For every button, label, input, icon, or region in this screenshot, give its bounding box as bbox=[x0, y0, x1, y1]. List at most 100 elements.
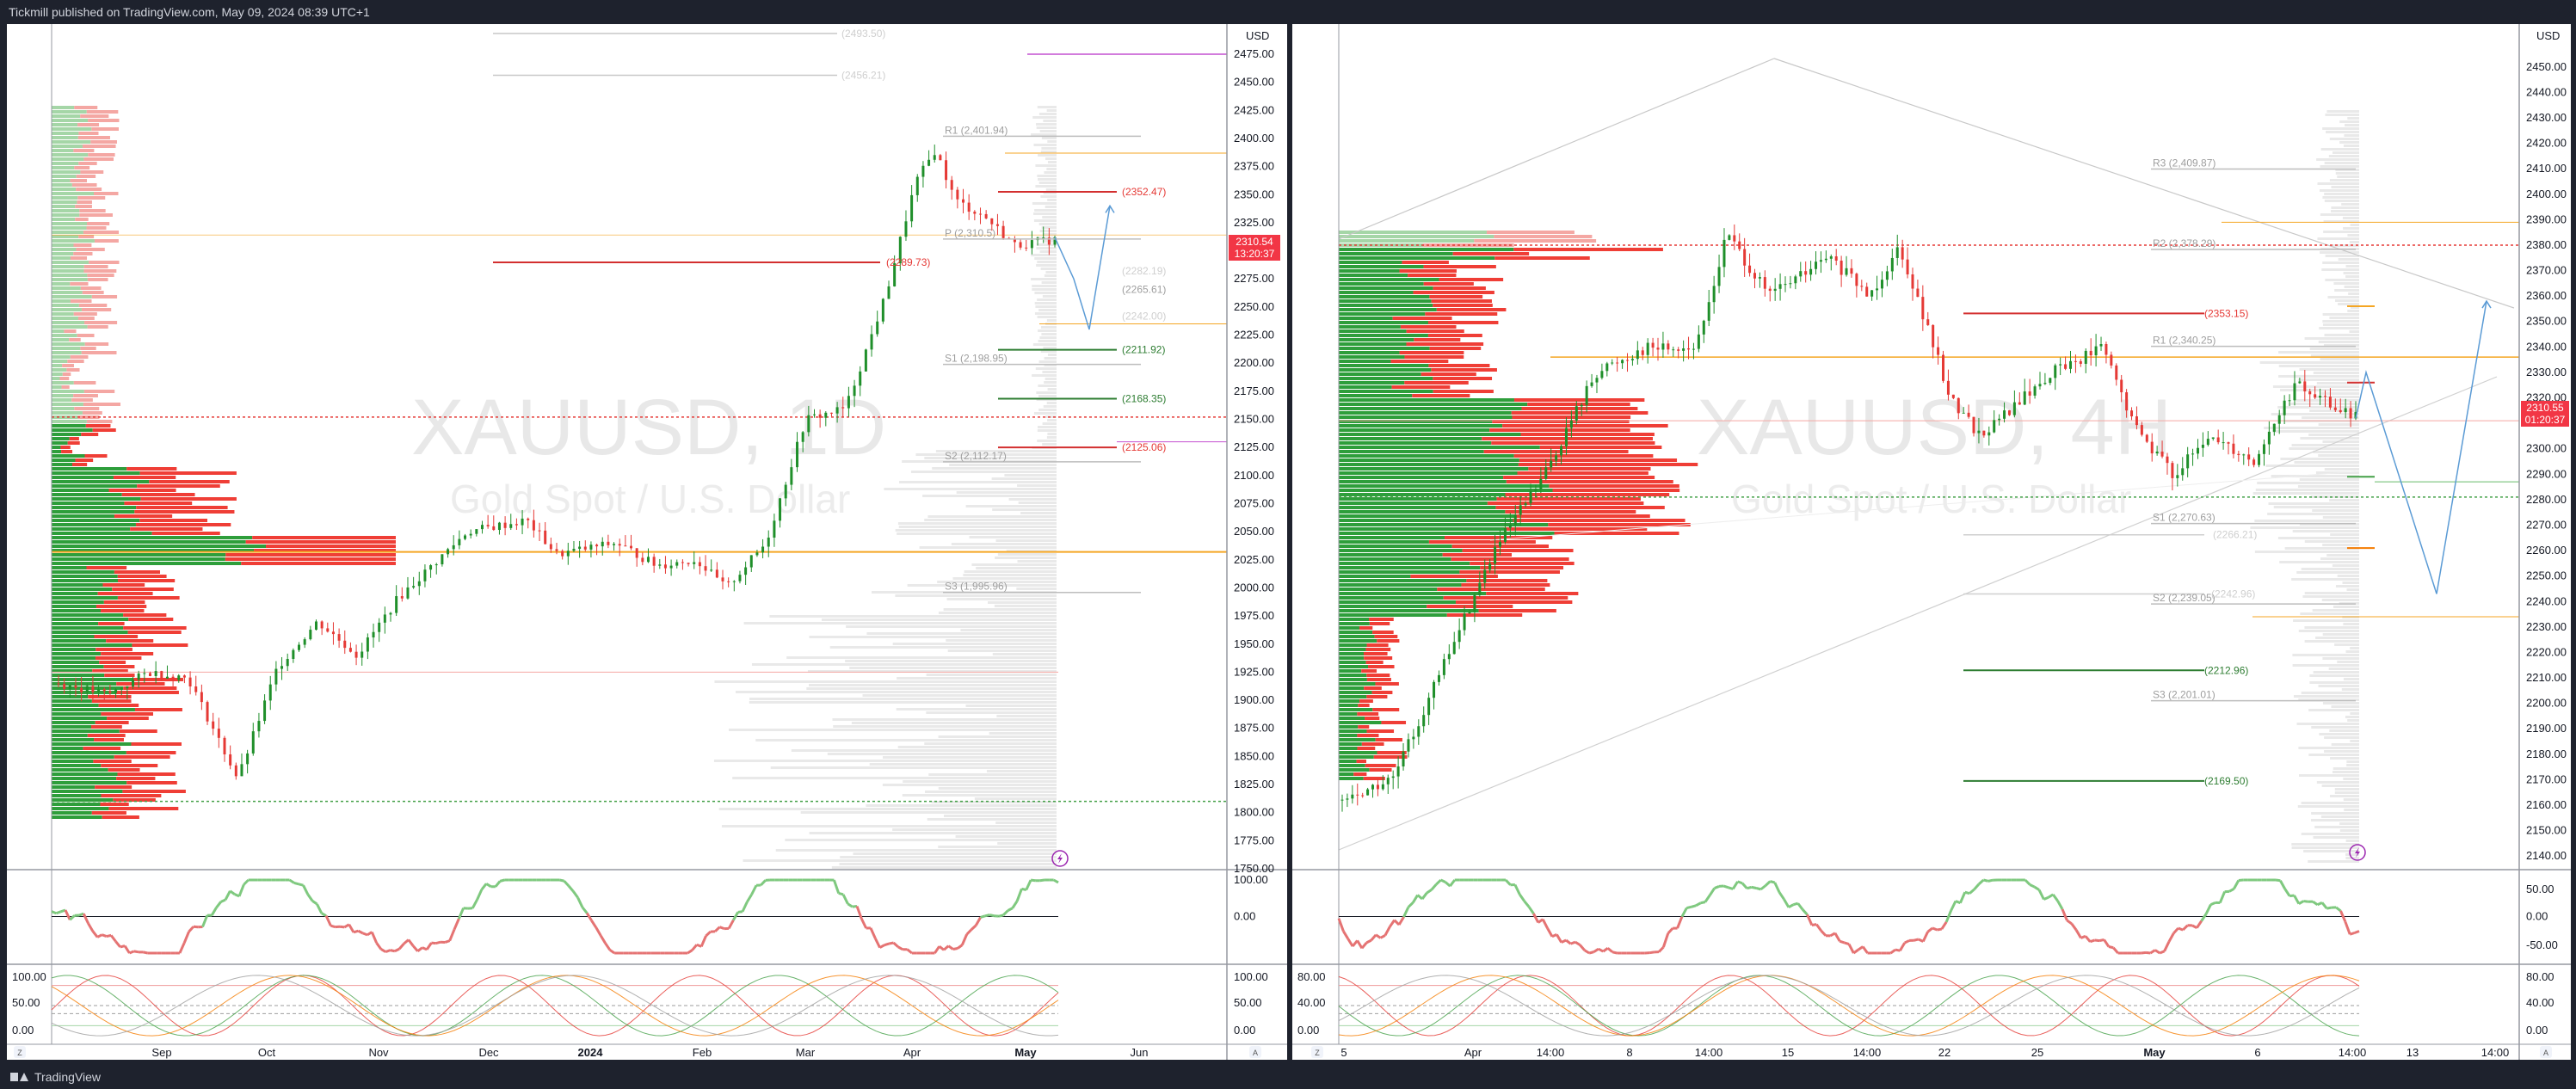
time-axis-label: 15 bbox=[1782, 1046, 1794, 1059]
candle-body bbox=[1748, 265, 1752, 274]
candle-body bbox=[835, 407, 839, 414]
candle-body bbox=[1564, 428, 1568, 446]
price-axis-tick: 2320.00 bbox=[2526, 391, 2567, 404]
price-axis-tick: 2270.00 bbox=[2526, 518, 2567, 531]
log-scale-button[interactable]: Z bbox=[1311, 1046, 1323, 1058]
level-label: (2265.61) bbox=[1122, 284, 1166, 296]
candle-body bbox=[950, 180, 953, 190]
candle-body bbox=[1824, 258, 1827, 261]
price-axis-tick: 2250.00 bbox=[1234, 300, 1274, 313]
pivot-label: S3 (1,995.96) bbox=[945, 581, 1008, 593]
candle-body bbox=[303, 639, 306, 645]
candle-body bbox=[2028, 391, 2031, 396]
time-axis[interactable]: Sep Oct Nov Dec 2024 Feb Mar Apr May Jun bbox=[151, 1046, 1148, 1059]
lightning-icon[interactable] bbox=[1051, 850, 1069, 867]
candle-body bbox=[595, 544, 599, 547]
candle-body bbox=[188, 677, 192, 686]
log-scale-button[interactable]: Z bbox=[14, 1046, 26, 1058]
candle-body bbox=[1870, 290, 1874, 297]
candle-body bbox=[1890, 257, 1894, 272]
price-axis-tick: 1900.00 bbox=[1234, 693, 1274, 706]
four-hour-chart-panel[interactable]: XAUUSD, 4H Gold Spot / U.S. Dollar R3 (2… bbox=[1292, 24, 2571, 1060]
candle-body bbox=[1646, 342, 1649, 355]
candle-body bbox=[824, 412, 828, 418]
time-axis[interactable]: 5 Apr 14:00 8 14:00 15 14:00 22 25 May 6 14:00 13 14:… bbox=[1340, 1046, 2509, 1059]
candle-body bbox=[767, 537, 770, 547]
footer-bar: TradingView bbox=[0, 1065, 2576, 1089]
candle-body bbox=[607, 541, 610, 545]
candle-body bbox=[727, 581, 730, 582]
candle-body bbox=[395, 596, 398, 613]
daily-chart-panel[interactable]: XAUUSD, 1D Gold Spot / U.S. Dollar R1 (2… bbox=[7, 24, 1287, 1060]
candle-body bbox=[1483, 569, 1487, 583]
candle-body bbox=[217, 729, 220, 738]
candle-body bbox=[2054, 365, 2057, 378]
candle-body bbox=[406, 587, 410, 599]
price-axis-tick: 2210.00 bbox=[2526, 671, 2567, 684]
candle-body bbox=[486, 525, 490, 526]
four-hour-chart[interactable]: XAUUSD, 4H Gold Spot / U.S. Dollar R3 (2… bbox=[1292, 24, 2571, 1060]
candle-body bbox=[744, 567, 748, 575]
candle-body bbox=[2349, 408, 2352, 419]
candle-body bbox=[681, 562, 684, 563]
stoch-left-tick: 0.00 bbox=[12, 1024, 34, 1037]
candle-body bbox=[1437, 674, 1440, 682]
candle-body bbox=[2012, 402, 2016, 415]
candle-body bbox=[646, 557, 650, 563]
candle-body bbox=[1998, 418, 2001, 421]
candle-body bbox=[1951, 394, 1955, 398]
candle-body bbox=[2089, 350, 2092, 356]
auto-scale-button[interactable]: A bbox=[2540, 1046, 2552, 1058]
candle-body bbox=[1809, 268, 1813, 275]
time-axis-label: 14:00 bbox=[1537, 1046, 1565, 1059]
candle-body bbox=[904, 221, 908, 237]
candle-body bbox=[343, 640, 347, 649]
candle-body bbox=[469, 533, 472, 536]
candle-body bbox=[1906, 259, 1909, 274]
candle-body bbox=[251, 731, 255, 754]
candle-body bbox=[2232, 443, 2235, 454]
candle-body bbox=[1942, 354, 1945, 381]
price-axis-tick: 2240.00 bbox=[2526, 594, 2567, 607]
candle-body bbox=[1030, 240, 1033, 249]
candle-body bbox=[320, 621, 324, 629]
candle-body bbox=[1361, 795, 1365, 797]
price-axis-tick: 2400.00 bbox=[2526, 188, 2567, 200]
rsi-axis-tick: 0.00 bbox=[1234, 910, 1255, 923]
candle-body bbox=[1630, 359, 1634, 360]
price-axis-tick: 2000.00 bbox=[1234, 581, 1274, 594]
price-axis-tick: 2450.00 bbox=[1234, 76, 1274, 89]
lightning-icon[interactable] bbox=[2349, 844, 2366, 861]
price-axis-tick: 2340.00 bbox=[2526, 340, 2567, 353]
candle-body bbox=[268, 684, 272, 701]
time-axis-label: 8 bbox=[1626, 1046, 1632, 1059]
candle-body bbox=[1407, 739, 1410, 752]
price-axis-tick: 2180.00 bbox=[2526, 748, 2567, 760]
candle-body bbox=[2211, 437, 2215, 440]
daily-chart[interactable]: XAUUSD, 1D Gold Spot / U.S. Dollar R1 (2… bbox=[7, 24, 1287, 1060]
svg-text:A: A bbox=[1253, 1049, 1258, 1057]
candle-body bbox=[120, 688, 123, 690]
candle-body bbox=[497, 522, 501, 531]
price-axis[interactable]: 2450.00 2440.00 2430.00 2420.00 2410.00 2400.… bbox=[2526, 60, 2567, 862]
pivot-label: P (2,310.5) bbox=[945, 227, 995, 239]
candle-body bbox=[1885, 271, 1889, 280]
candle-body bbox=[1503, 527, 1507, 542]
footer-brand: TradingView bbox=[34, 1070, 102, 1084]
candle-body bbox=[326, 628, 330, 632]
candle-body bbox=[2314, 394, 2317, 398]
candle-body bbox=[298, 644, 301, 650]
candle-body bbox=[1001, 225, 1005, 238]
candle-body bbox=[738, 575, 742, 581]
auto-scale-button[interactable]: A bbox=[1249, 1046, 1261, 1058]
candle-body bbox=[1834, 256, 1838, 261]
price-axis-tick: 2175.00 bbox=[1234, 385, 1274, 397]
candle-body bbox=[1616, 362, 1619, 364]
candle-body bbox=[1784, 284, 1787, 286]
candle-body bbox=[652, 557, 656, 566]
candle-body bbox=[102, 689, 106, 692]
candle-body bbox=[2150, 441, 2154, 454]
candle-body bbox=[990, 218, 994, 225]
price-projection bbox=[1054, 204, 1115, 330]
candle-body bbox=[2323, 396, 2326, 397]
